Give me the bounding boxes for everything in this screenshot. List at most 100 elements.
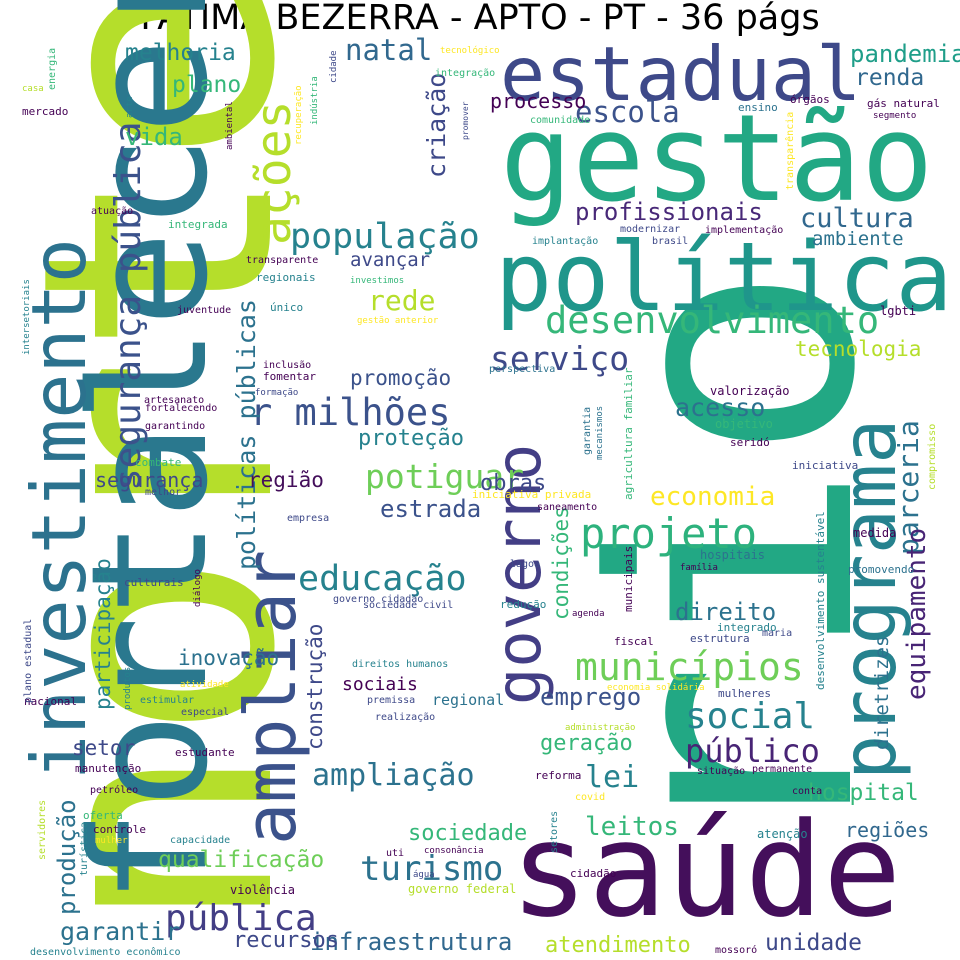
cloud-word: violência: [230, 883, 295, 897]
cloud-word: melhoria: [125, 40, 236, 66]
cloud-word: ambiente: [812, 228, 904, 250]
cloud-word: estrutura: [690, 632, 750, 645]
cloud-word: direito: [675, 598, 776, 626]
cloud-word: municipais: [622, 546, 635, 612]
cloud-word: especial: [181, 707, 229, 718]
cloud-word: avançar: [350, 249, 430, 271]
cloud-word: regional: [432, 691, 504, 709]
cloud-word: acesso: [675, 393, 765, 422]
cloud-word: turismo: [360, 849, 503, 889]
cloud-word: profissionais: [575, 198, 763, 226]
cloud-word: condições: [549, 506, 573, 620]
cloud-word: cidadão: [570, 867, 616, 880]
cloud-word: garantir: [60, 917, 180, 946]
cloud-word: vida: [125, 123, 183, 151]
cloud-word: mulheres: [718, 687, 771, 700]
cloud-word: escola: [575, 95, 680, 129]
cloud-word: implantação: [532, 236, 598, 247]
cloud-word: rede: [368, 284, 435, 317]
cloud-word: situação: [697, 766, 745, 777]
cloud-word: servidores: [37, 800, 48, 860]
cloud-word: fiscal: [614, 635, 654, 648]
cloud-word: pública: [165, 898, 317, 939]
cloud-word: programa: [825, 419, 913, 780]
cloud-word: regiões: [845, 818, 929, 842]
cloud-word: governo cidadão: [333, 594, 423, 605]
cloud-word: único: [270, 301, 303, 314]
cloud-word: geração: [540, 731, 633, 756]
cloud-word: criação: [422, 73, 451, 178]
cloud-word: maria: [762, 628, 792, 639]
cloud-word: regionais: [256, 271, 316, 284]
cloud-word: estrada: [380, 495, 481, 523]
cloud-word: realização: [375, 712, 435, 723]
cloud-word: atividade: [180, 680, 229, 690]
cloud-word: covid: [575, 792, 605, 803]
cloud-word: unidade: [765, 930, 862, 956]
cloud-word: governo: [482, 444, 555, 705]
cloud-word: objetivo: [715, 417, 773, 431]
cloud-word: tecnologia: [795, 337, 921, 361]
cloud-word: municípios: [575, 645, 804, 689]
cloud-word: projeto: [580, 509, 757, 558]
cloud-word: cultura: [800, 203, 914, 234]
cloud-word: premissa: [367, 695, 415, 706]
cloud-word: permanente: [752, 764, 812, 775]
cloud-word: sociais: [342, 674, 418, 695]
cloud-word: saúde: [510, 794, 901, 946]
cloud-word: valorização: [710, 384, 789, 398]
cloud-word: parceria: [892, 420, 925, 555]
cloud-word: indústria: [310, 76, 320, 125]
cloud-word: integração: [435, 68, 495, 79]
cloud-word: ampliar: [230, 550, 312, 845]
cloud-word: obras: [480, 471, 546, 496]
cloud-word: diálogo: [193, 569, 203, 607]
cloud-word: ampliação: [312, 758, 475, 793]
cloud-word: implementação: [705, 225, 783, 236]
cloud-word: medida: [853, 526, 896, 540]
cloud-word: perspectiva: [489, 364, 555, 375]
cloud-word: emprego: [540, 683, 641, 711]
cloud-word: promovendo: [848, 563, 914, 576]
cloud-word: gás natural: [867, 97, 940, 110]
cloud-word: controle: [93, 823, 146, 836]
cloud-word: ambiental: [225, 101, 235, 150]
cloud-word: equipamento: [902, 528, 932, 700]
cloud-word: potiguar: [365, 457, 524, 496]
cloud-word: garantindo: [145, 421, 205, 432]
cloud-word: estimular: [140, 695, 194, 706]
cloud-word: rio: [544, 264, 928, 860]
cloud-word: melhor: [145, 487, 181, 498]
cloud-word: conta: [792, 786, 822, 797]
cloud-word: mercado: [22, 105, 68, 118]
cloud-word: mecanismos: [595, 406, 605, 460]
cloud-word: qualificação: [158, 847, 324, 873]
cloud-word: segmento: [873, 111, 916, 121]
cloud-word: investimento: [15, 238, 103, 780]
cloud-word: participação: [91, 558, 115, 710]
cloud-word: hospital: [808, 780, 919, 806]
cloud-word: diretrizes: [871, 636, 893, 750]
cloud-word: formação: [255, 388, 298, 398]
cloud-word: modernizar: [620, 224, 680, 235]
cloud-word: uti: [386, 848, 404, 859]
cloud-word: setor: [72, 736, 135, 760]
cloud-word: promover: [461, 101, 470, 140]
cloud-word: manutenção: [75, 762, 141, 775]
cloud-word: agricultura familiar: [622, 367, 635, 500]
cloud-word: intersetoriais: [22, 279, 32, 355]
cloud-word: recuperação: [294, 85, 304, 145]
cloud-word: mulher: [95, 836, 128, 846]
cloud-word: serviço: [490, 339, 629, 378]
cloud-word: artesanato: [144, 395, 204, 406]
cloud-word: tecnológico: [440, 45, 500, 56]
cloud-word: mossoró: [715, 944, 757, 956]
cloud-word: ações: [246, 101, 302, 246]
cloud-word: segurança pública: [108, 122, 149, 490]
cloud-word: desenvolvimento: [545, 299, 879, 342]
cloud-word: construção: [303, 624, 327, 750]
cloud-word: seridó: [730, 436, 770, 449]
cloud-word: capacidade: [170, 835, 230, 846]
cloud-word: empresa: [287, 513, 329, 524]
cloud-word: plano estadual: [23, 619, 34, 703]
